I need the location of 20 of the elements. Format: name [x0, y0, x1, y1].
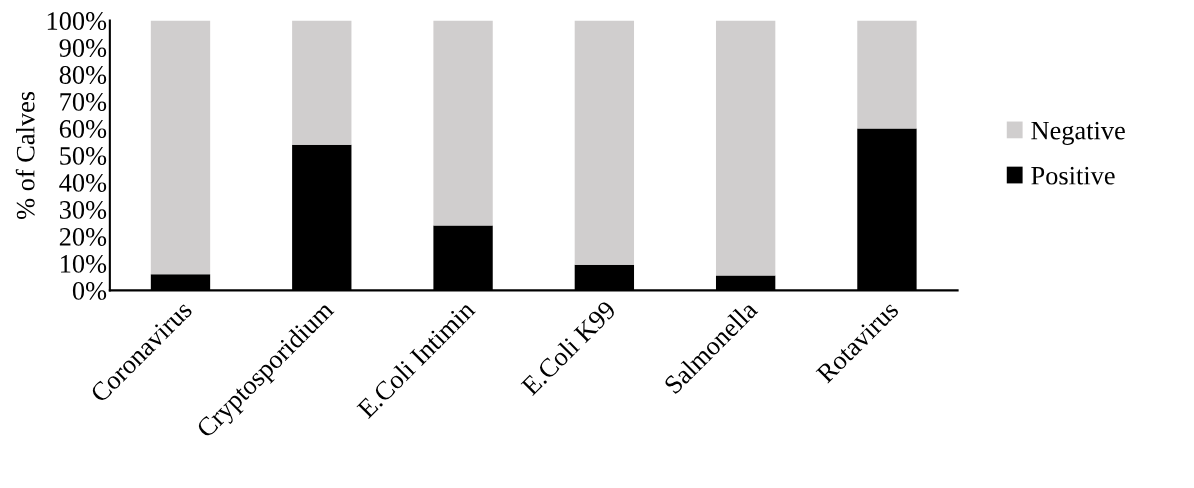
- y-tick-label: 90%: [59, 39, 107, 57]
- y-axis-title: % of Calves: [15, 91, 35, 220]
- bar: [574, 20, 635, 265]
- y-tick-label: 80%: [59, 66, 107, 84]
- y-tick-label: 50%: [60, 147, 107, 165]
- bar: [292, 20, 352, 145]
- y-tick-label: 100%: [47, 12, 107, 30]
- bar: [433, 20, 493, 226]
- y-tick-label: 30%: [59, 201, 107, 219]
- y-tick-label: 40%: [59, 174, 107, 192]
- bar: [150, 20, 211, 275]
- y-tick-label: 60%: [59, 120, 107, 138]
- bar: [857, 20, 917, 129]
- y-tick-label: 20%: [59, 227, 107, 246]
- legend-label: Negative: [1031, 121, 1125, 145]
- y-tick-label: 70%: [60, 93, 107, 111]
- bar: [715, 20, 776, 276]
- legend-label: Positive: [1031, 166, 1115, 185]
- y-tick-label: 10%: [61, 254, 107, 273]
- y-tick-label: 0%: [72, 281, 107, 300]
